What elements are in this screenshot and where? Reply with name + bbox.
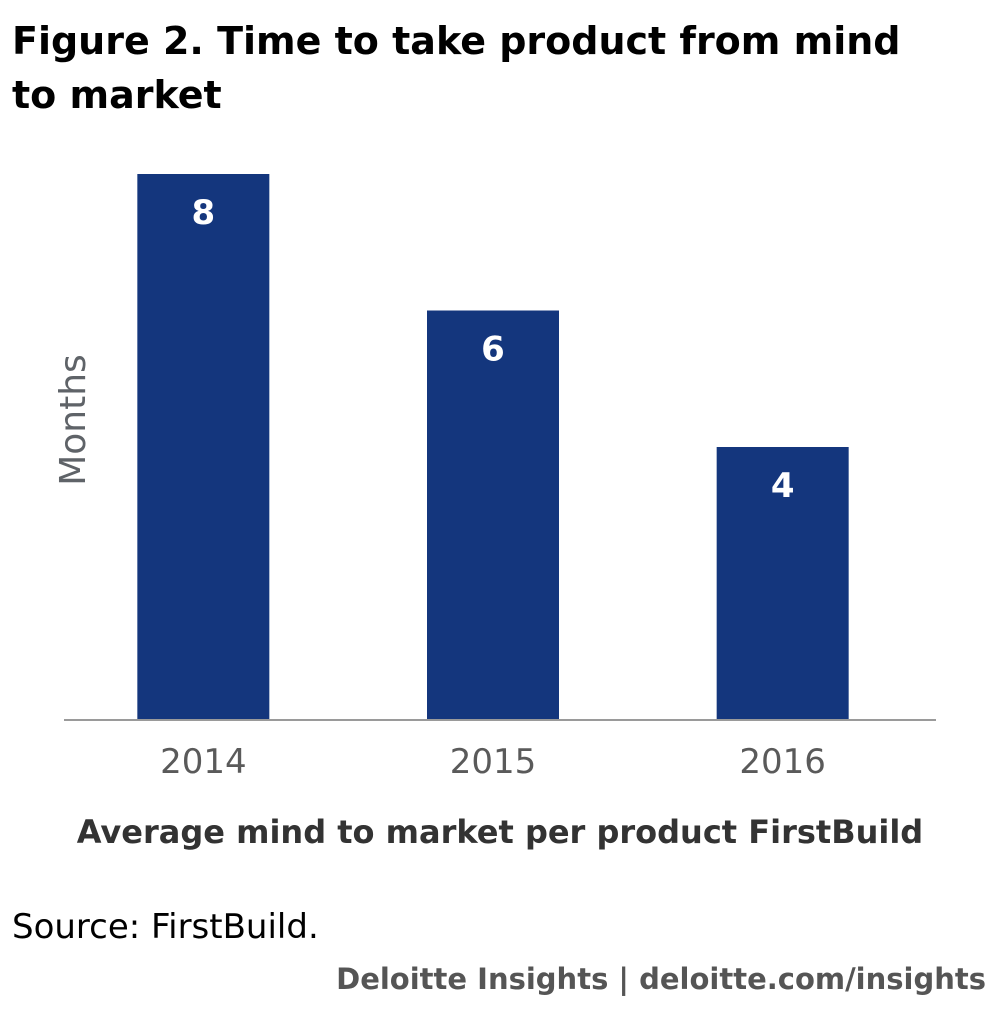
x-tick-label-2016: 2016	[739, 742, 826, 782]
value-label-2015: 6	[481, 330, 505, 370]
bar-2015	[427, 310, 559, 720]
x-axis-label: Average mind to market per product First…	[77, 813, 923, 851]
bar-chart: 8 6 4 2014 2015 2016 Months Average mind to …	[53, 174, 936, 851]
x-tick-label-2014: 2014	[160, 742, 247, 782]
y-axis-label: Months	[53, 354, 94, 486]
value-label-2014: 8	[191, 193, 215, 233]
bar-2014	[137, 174, 270, 720]
value-label-2016: 4	[771, 466, 795, 506]
source-note: Source: FirstBuild.	[12, 907, 319, 947]
bar-2016	[716, 447, 849, 720]
x-tick-label-2015: 2015	[450, 742, 537, 782]
bars-layer	[137, 174, 849, 720]
publisher-credit: Deloitte Insights | deloitte.com/insight…	[336, 962, 986, 996]
chart-title: Figure 2. Time to take product from mind…	[12, 19, 901, 117]
value-labels-layer: 8 6 4	[191, 193, 794, 506]
x-tick-labels-layer: 2014 2015 2016	[160, 742, 826, 782]
